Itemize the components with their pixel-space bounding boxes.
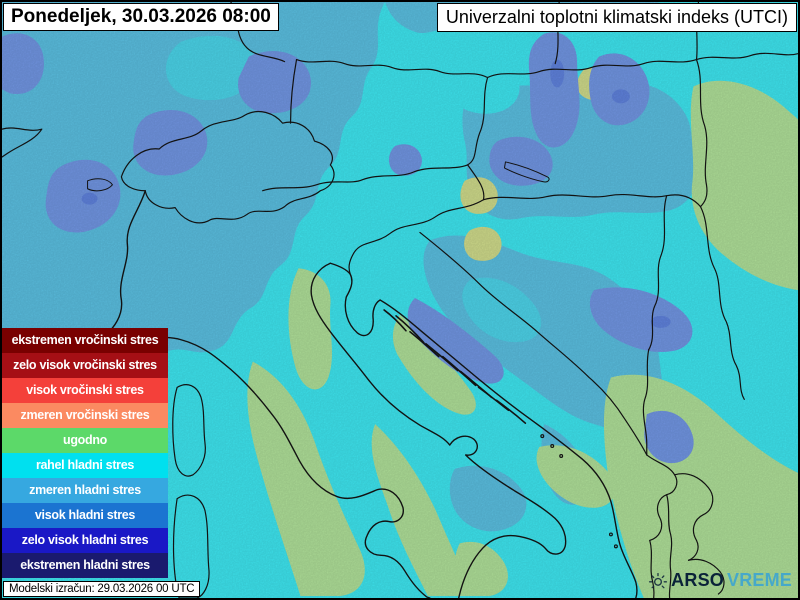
logo-text-arso: ARSO <box>671 570 724 590</box>
legend-item-moderate-heat: zmeren vročinski stres <box>2 403 168 428</box>
legend-item-slight-cold: rahel hladni stres <box>2 453 168 478</box>
legend-item-high-heat: visok vročinski stres <box>2 378 168 403</box>
legend-item-very-high-heat: zelo visok vročinski stres <box>2 353 168 378</box>
legend-item-moderate-cold: zmeren hladni stres <box>2 478 168 503</box>
legend-item-extreme-heat: ekstremen vročinski stres <box>2 328 168 353</box>
page-title: Univerzalni toplotni klimatski indeks (U… <box>436 3 797 32</box>
legend-item-high-cold: visok hladni stres <box>2 503 168 528</box>
legend-item-very-high-cold: zelo visok hladni stres <box>2 528 168 553</box>
legend-item-comfortable: ugodno <box>2 428 168 453</box>
logo-text-vreme: VREME <box>726 570 792 590</box>
model-run-label: Modelski izračun: 29.03.2026 00 UTC <box>3 581 201 597</box>
legend-item-extreme-cold: ekstremen hladni stres <box>2 553 168 578</box>
arso-vreme-logo: ARSO VREME <box>648 570 792 591</box>
sun-icon <box>649 572 668 588</box>
datetime-label: Ponedeljek, 30.03.2026 08:00 <box>3 3 279 31</box>
utci-legend: ekstremen vročinski stres zelo visok vro… <box>2 328 168 578</box>
